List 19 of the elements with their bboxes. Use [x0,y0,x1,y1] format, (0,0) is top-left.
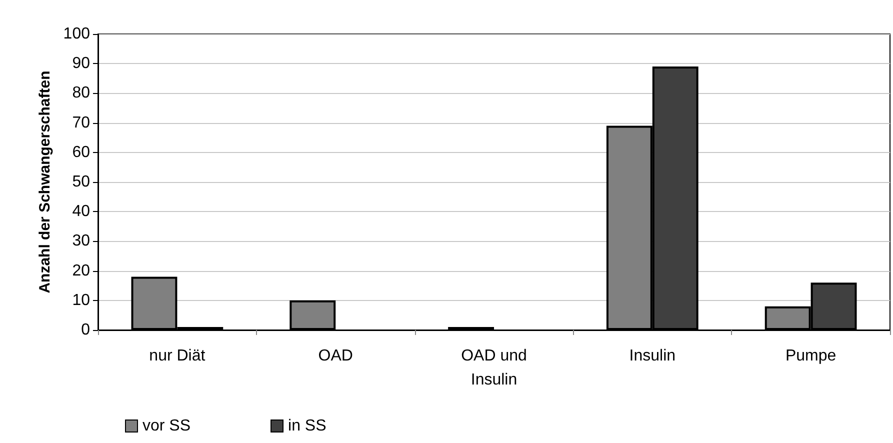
y-tick-label: 80 [72,84,90,102]
legend-label: in SS [288,418,326,434]
y-tick-label: 100 [63,26,90,42]
y-tick-label: 60 [72,144,90,161]
y-tick-label: 40 [72,203,90,220]
legend-label: vor SS [142,418,191,434]
y-tick-label: 50 [72,174,90,190]
y-axis-title: Anzahl der Schwangerschaften [36,70,54,294]
x-tick-label: nur Diät [149,348,206,364]
x-tick-label: OAD [318,348,353,364]
y-tick-label: 10 [72,292,90,309]
y-tick-label: 90 [72,55,90,72]
y-tick-label: 0 [81,322,90,338]
x-tick-label: Insulin [629,348,676,364]
x-tick-label: Pumpe [785,348,836,364]
y-tick-label: 70 [72,114,90,132]
x-tick-label: OAD und Insulin [461,348,527,388]
y-tick-label: 30 [72,232,90,250]
y-tick-label: 20 [72,262,90,280]
